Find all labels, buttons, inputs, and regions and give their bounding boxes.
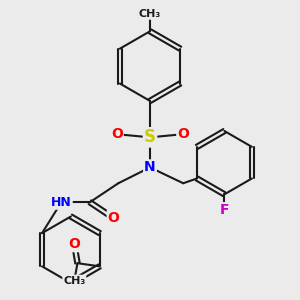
Text: O: O: [68, 237, 80, 251]
Text: CH₃: CH₃: [63, 276, 86, 286]
Text: S: S: [144, 128, 156, 146]
Text: N: N: [144, 160, 156, 174]
Text: O: O: [177, 127, 189, 141]
Text: CH₃: CH₃: [139, 9, 161, 19]
Text: O: O: [108, 211, 119, 225]
Text: O: O: [111, 127, 123, 141]
Text: F: F: [220, 203, 229, 217]
Text: HN: HN: [51, 196, 72, 209]
